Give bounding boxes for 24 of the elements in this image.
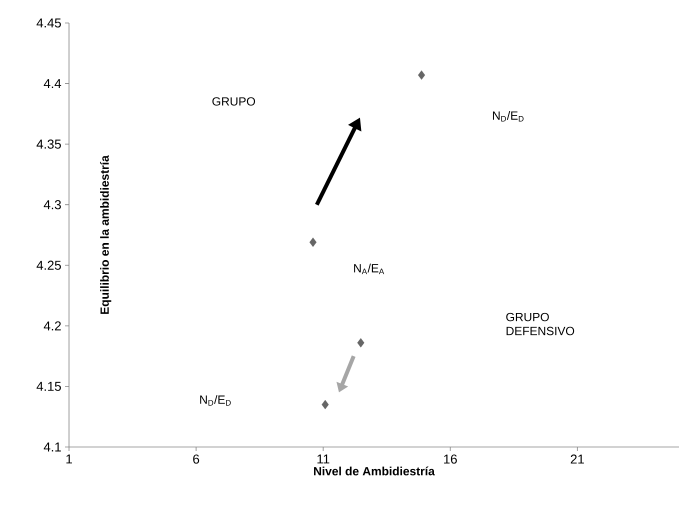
- x-axis-title: Nivel de Ambidiestría: [314, 466, 435, 476]
- x-tick-label: 6: [193, 454, 200, 464]
- y-tick-label: 4.25: [36, 260, 61, 270]
- annotation: N$_{D}$/E$_{D}$: [200, 395, 231, 406]
- y-tick-label: 4.1: [44, 442, 61, 452]
- x-tick-label: 11: [317, 454, 330, 464]
- y-tick-label: 4.45: [36, 18, 61, 28]
- y-tick-label: 4.15: [36, 382, 61, 391]
- annotation: GRUPO DEFENSIVO: [506, 312, 574, 336]
- x-tick-label: 21: [570, 454, 584, 464]
- x-tick-label: 1: [66, 454, 72, 464]
- point: [418, 70, 426, 80]
- annotation: N$_{D}$/E$_{D}$: [492, 111, 524, 122]
- point: [357, 338, 364, 348]
- y-axis-title: Equilibrio en la ambidiestría: [100, 155, 112, 314]
- y-tick-label: 4.3: [44, 200, 61, 210]
- y-tick-label: 4.4: [44, 79, 62, 88]
- y-tick-label: 4.35: [36, 140, 61, 149]
- x-tick-label: 16: [444, 454, 457, 464]
- point: [322, 400, 329, 410]
- annotation: N$_{A}$/E$_{A}$: [354, 264, 384, 274]
- point: [309, 238, 317, 247]
- annotation: GRUPO: [212, 97, 256, 106]
- y-tick-label: 4.2: [44, 321, 61, 330]
